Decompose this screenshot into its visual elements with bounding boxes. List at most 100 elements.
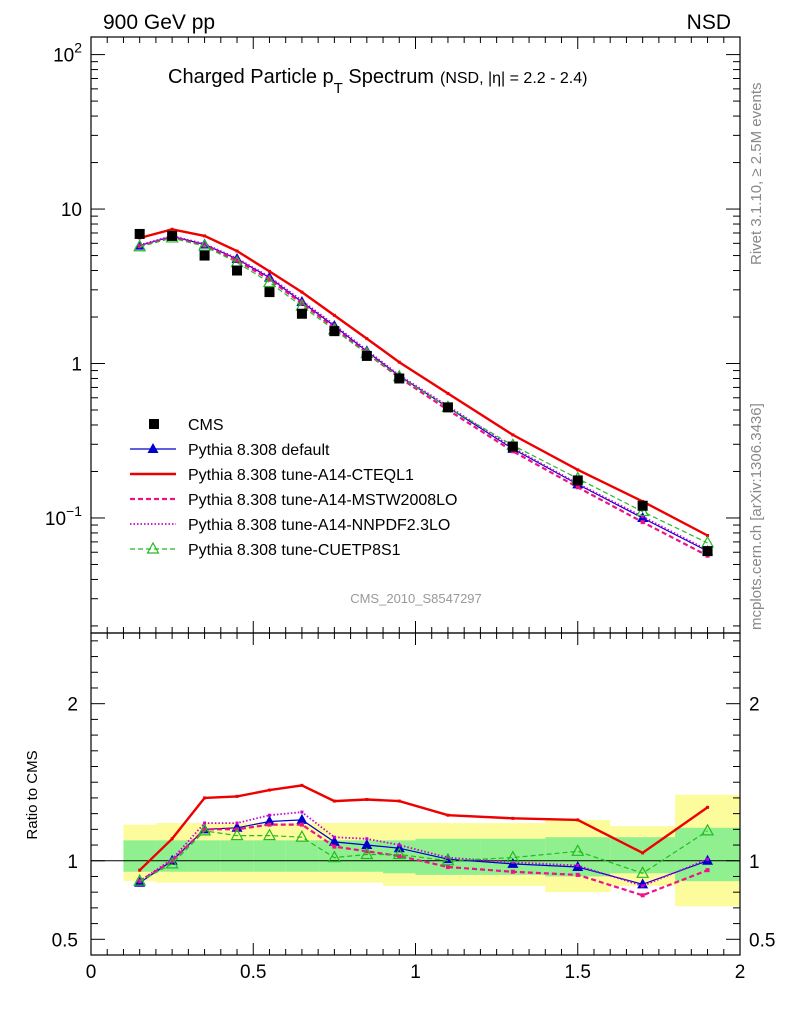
ratio-ylabel: Ratio to CMS [24,750,41,839]
plot-title: Charged Particle pT Spectrum (NSD, |η| = … [168,66,587,97]
ratio-point-cteql1-1 [170,837,174,841]
upper-point-mstw-12 [640,520,645,525]
ratio-uncertainty-bands [91,794,740,907]
rivet-label: Rivet 3.1.10, ≥ 2.5M events [748,83,765,266]
x-tick-label: 1.5 [565,962,591,983]
upper-point-nnpdf-2 [203,242,207,246]
ratio-point-mstw-5 [299,822,304,827]
ratio-plot-frame [90,632,741,956]
upper-point-cteql1-4 [267,269,271,273]
legend-label-default: Pythia 8.308 default [188,442,330,459]
upper-point-cteql1-5 [300,290,304,294]
legend-cms-marker [149,419,159,429]
upper-point-cteql1-1 [170,227,174,231]
upper-point-cteql1-3 [235,249,239,253]
band-green-3 [220,840,254,872]
legend-label-nnpdf: Pythia 8.308 tune-A14-NNPDF2.3LO [188,517,450,534]
mcplots-label: mcplots.cern.ch [arXiv:1306.3436] [748,403,765,630]
y-tick-label-ratio: 1 [67,852,78,873]
legend-marker-default [147,443,159,453]
upper-cms-point-0 [134,228,145,239]
ratio-point-mstw-9 [445,865,450,870]
upper-point-cteql1-7 [365,337,369,341]
ratio-point-nnpdf-7 [365,837,369,841]
upper-cms-point-5 [296,308,307,319]
y-tick-label-ratio-right: 0.5 [749,930,775,951]
legend-label-cuetp8s1: Pythia 8.308 tune-CUETP8S1 [188,542,401,559]
upper-cms-point-7 [361,350,372,361]
ratio-point-mstw-12 [640,893,645,898]
upper-plot-series [133,227,715,558]
ratio-point-cuetp8s1-2 [198,823,212,836]
upper-line-cteql1 [139,228,709,537]
title-after: Spectrum [343,66,434,88]
x-tick-label: 2 [735,962,746,983]
y-tick-label-upper: 1 [71,355,82,376]
ratio-point-cteql1-10 [511,816,515,820]
ratio-point-cteql1-0 [138,868,142,872]
upper-point-nnpdf-7 [365,348,369,352]
ratio-point-cteql1-13 [706,805,710,809]
ratio-point-nnpdf-4 [267,813,271,817]
upper-cms-point-13 [702,546,713,557]
upper-line-mstw [139,236,709,557]
ratio-point-nnpdf-2 [203,821,207,825]
ratio-point-nnpdf-13 [706,857,710,861]
ratio-point-nnpdf-3 [235,821,239,825]
ratio-point-cteql1-4 [267,788,271,792]
ratio-point-mstw-2 [202,827,207,832]
upper-cms-point-1 [167,230,178,241]
axis-ticks [90,37,741,956]
upper-point-nnpdf-0 [138,243,142,247]
ratio-line-nnpdf [139,811,708,887]
ratio-point-cuetp8s1-12 [636,866,650,878]
legend-label-cteql1: Pythia 8.308 tune-A14-CTEQL1 [188,467,414,484]
ratio-point-mstw-11 [575,872,580,877]
y-tick-label-ratio-right: 2 [749,695,760,716]
header-right: NSD [687,11,731,34]
ratio-point-mstw-1 [170,858,175,863]
y-tick-label-ratio-right: 1 [749,852,760,873]
upper-point-mstw-3 [235,258,240,263]
ratio-point-default-4 [263,815,275,826]
title-subscript: T [334,80,343,97]
upper-point-mstw-5 [299,301,304,306]
ratio-point-nnpdf-8 [397,843,401,847]
legend: CMS Pythia 8.308 default Pythia 8.308 tune… [130,417,457,559]
ratio-point-mstw-8 [397,854,402,859]
ratio-point-cteql1-5 [300,783,304,787]
upper-point-cuetp8s1-2 [198,238,212,251]
upper-cms-point-8 [394,373,405,384]
ratio-point-cuetp8s1-5 [295,829,309,842]
ratio-point-cuetp8s1-7 [360,847,374,860]
band-green-13 [675,827,740,882]
upper-cms-point-12 [637,500,648,511]
ratio-point-mstw-4 [267,822,272,827]
ratio-point-cuetp8s1-8 [392,847,406,860]
header-left: 900 GeV pp [103,11,215,34]
x-tick-label: 0.5 [240,962,266,983]
ratio-point-mstw-13 [705,868,710,873]
ratio-point-cuetp8s1-11 [571,844,585,856]
ratio-point-cteql1-8 [397,799,401,803]
ratio-point-nnpdf-0 [138,879,142,883]
ratio-line-cuetp8s1 [139,830,708,882]
upper-point-cteql1-8 [397,360,401,364]
upper-cms-point-3 [232,265,243,276]
upper-point-nnpdf-3 [235,256,239,260]
title-main: Charged Particle p [168,66,334,88]
ratio-point-cuetp8s1-0 [133,873,147,886]
ratio-point-nnpdf-5 [300,810,304,814]
ratio-point-cuetp8s1-6 [327,850,341,863]
x-tick-label: 1 [410,962,421,983]
legend-label-cms: CMS [188,417,224,434]
x-tick-label: 0 [86,962,97,983]
y-tick-label-upper: 10−1 [45,503,82,530]
ratio-point-nnpdf-9 [446,856,450,860]
upper-cms-point-11 [572,475,583,486]
ratio-point-mstw-6 [332,844,337,849]
ratio-point-default-7 [361,839,373,850]
tick-labels: 0 0.5 1 1.5 2 102 10 1 10−1 0.5 0.5 1 1 2 2 [45,40,776,983]
upper-cms-point-10 [507,441,518,452]
